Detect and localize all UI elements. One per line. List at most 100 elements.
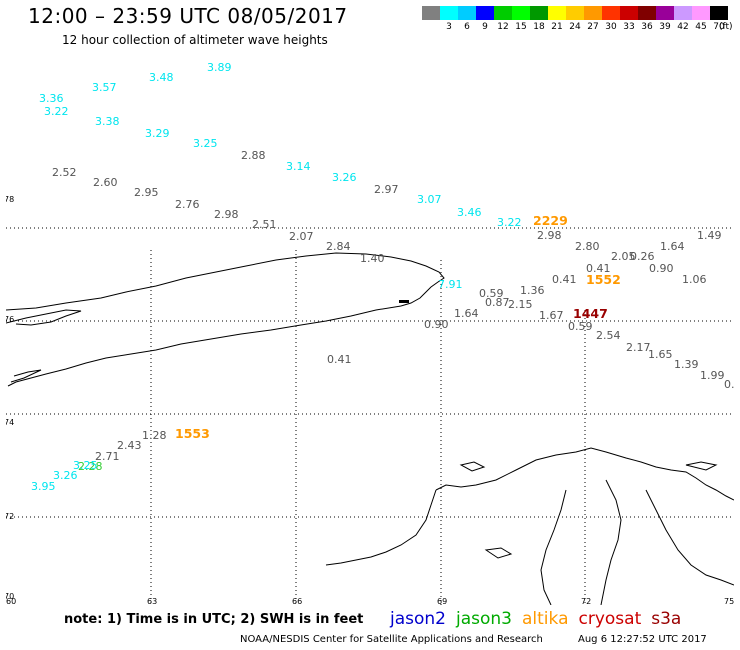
wave-height-value: 3.14 xyxy=(286,160,311,173)
wave-height-value: 3.38 xyxy=(95,115,120,128)
lat-label-72: 72 xyxy=(6,512,15,521)
wave-height-value: 2.15 xyxy=(508,298,533,311)
wave-height-value: 3.48 xyxy=(149,71,174,84)
wave-height-value: 4.01 xyxy=(265,60,290,61)
wave-height-value: 3.22 xyxy=(44,105,69,118)
color-swatch xyxy=(458,6,476,20)
lon-label-63: 63 xyxy=(147,597,158,605)
generation-timestamp: Aug 6 12:27:52 UTC 2017 xyxy=(578,634,707,645)
map-subtitle: 12 hour collection of altimeter wave hei… xyxy=(62,33,328,47)
gulf-east-shore xyxy=(600,479,622,605)
wave-height-value: 3.89 xyxy=(207,61,232,74)
footer-note: note: 1) Time is in UTC; 2) SWH is in fe… xyxy=(64,612,364,627)
wave-height-value: 2.07 xyxy=(289,230,314,243)
color-scale-label: 30 xyxy=(605,22,617,32)
wave-height-value: 0.90 xyxy=(424,318,449,331)
color-scale-label: 3 xyxy=(446,22,452,32)
lat-label-70: 70 xyxy=(6,592,15,601)
lon-label-60: 60 xyxy=(6,597,17,605)
wave-height-value: 1.64 xyxy=(660,240,685,253)
coastline xyxy=(6,252,734,605)
wave-height-value: 1.39 xyxy=(674,358,699,371)
wave-height-value: 0.59 xyxy=(568,320,593,333)
wave-height-value: 2.28 xyxy=(78,460,103,473)
islet-north xyxy=(459,461,486,472)
wave-height-value: 0.41 xyxy=(586,262,611,275)
credit-line: NOAA/NESDIS Center for Satellite Applica… xyxy=(240,634,543,645)
lon-label-66: 66 xyxy=(292,597,303,605)
pass-time-label: 1447 xyxy=(573,306,608,321)
wave-height-value: 1.06 xyxy=(682,273,707,286)
satellite-legend: jason2 jason3 altika cryosat s3a xyxy=(390,609,691,629)
color-scale-label: 42 xyxy=(677,22,689,32)
wave-height-value: 3.95 xyxy=(31,480,56,493)
east-peninsula xyxy=(645,489,734,586)
color-swatch xyxy=(710,6,728,20)
wave-height-value: 3.26 xyxy=(53,469,78,482)
color-swatch xyxy=(692,6,710,20)
wave-height-value: 0.5 xyxy=(724,378,734,391)
legend-jason3: jason3 xyxy=(456,609,512,629)
mainland-coast xyxy=(435,447,734,501)
color-scale-label: 24 xyxy=(569,22,581,32)
pass-time-label: 2229 xyxy=(533,213,568,228)
island-tip-west xyxy=(10,369,42,383)
mainland-peninsula xyxy=(325,489,437,566)
wave-height-value: 1.67 xyxy=(539,309,564,322)
wave-height-value: 0.90 xyxy=(649,262,674,275)
pass-time-label: 1552 xyxy=(586,272,621,287)
color-scale-label: 21 xyxy=(551,22,563,32)
color-swatch xyxy=(440,6,458,20)
wave-height-value: 3.25 xyxy=(73,459,98,472)
color-scale-label: 6 xyxy=(464,22,470,32)
lon-label-75: 75 xyxy=(724,597,734,605)
wave-height-value: 1.28 xyxy=(142,429,167,442)
wave-height-value: 3.07 xyxy=(417,193,442,206)
color-swatch xyxy=(674,6,692,20)
color-scale-label: 39 xyxy=(659,22,671,32)
islet-east xyxy=(685,461,718,471)
wave-height-value: 0.87 xyxy=(485,296,510,309)
color-scale-label: 36 xyxy=(641,22,653,32)
wave-height-value: 3.57 xyxy=(92,81,117,94)
island-south-coast xyxy=(7,305,402,387)
wave-height-value: 2.84 xyxy=(326,240,351,253)
pass-time-label: 1731 xyxy=(300,60,335,62)
wave-height-value: 2.97 xyxy=(374,183,399,196)
wave-height-value: 2.88 xyxy=(241,149,266,162)
wave-height-value: 2.51 xyxy=(252,218,277,231)
wave-height-value: 0.59 xyxy=(479,287,504,300)
lat-label-78: 78 xyxy=(6,195,15,204)
islet-south xyxy=(484,547,513,559)
wave-height-value: 2.71 xyxy=(95,450,120,463)
color-swatch xyxy=(602,6,620,20)
wave-height-value: 3.26 xyxy=(332,171,357,184)
wave-height-value: 2.80 xyxy=(575,240,600,253)
color-scale-label: 9 xyxy=(482,22,488,32)
legend-s3a: s3a xyxy=(651,609,682,629)
wave-height-value: 1.40 xyxy=(360,252,385,265)
color-scale-label: 70 xyxy=(713,22,725,32)
color-swatch xyxy=(638,6,656,20)
wave-height-value: 2.76 xyxy=(175,198,200,211)
color-swatch xyxy=(494,6,512,20)
color-scale-label: 33 xyxy=(623,22,635,32)
wave-height-map: 80 78 76 74 72 70 60 63 66 69 72 75 3.89… xyxy=(6,60,734,605)
lon-label-72: 72 xyxy=(581,597,592,605)
wave-height-value: 3.29 xyxy=(145,127,170,140)
island-north-coast xyxy=(6,252,445,311)
color-swatch xyxy=(566,6,584,20)
color-scale-label: 15 xyxy=(515,22,527,32)
color-scale-label: 27 xyxy=(587,22,599,32)
pass-time-label: 1553 xyxy=(175,426,210,441)
wave-height-value: 2.95 xyxy=(134,186,159,199)
wave-height-value: 3.36 xyxy=(39,92,64,105)
wave-height-value: 2.43 xyxy=(117,439,142,452)
wave-height-value: 1.65 xyxy=(648,348,673,361)
lon-label-69: 69 xyxy=(437,597,448,605)
map-canvas xyxy=(6,227,734,605)
wave-height-value: 3.46 xyxy=(457,206,482,219)
lat-label-80: 80 xyxy=(6,60,16,62)
color-swatch xyxy=(584,6,602,20)
color-scale-label: 18 xyxy=(533,22,545,32)
